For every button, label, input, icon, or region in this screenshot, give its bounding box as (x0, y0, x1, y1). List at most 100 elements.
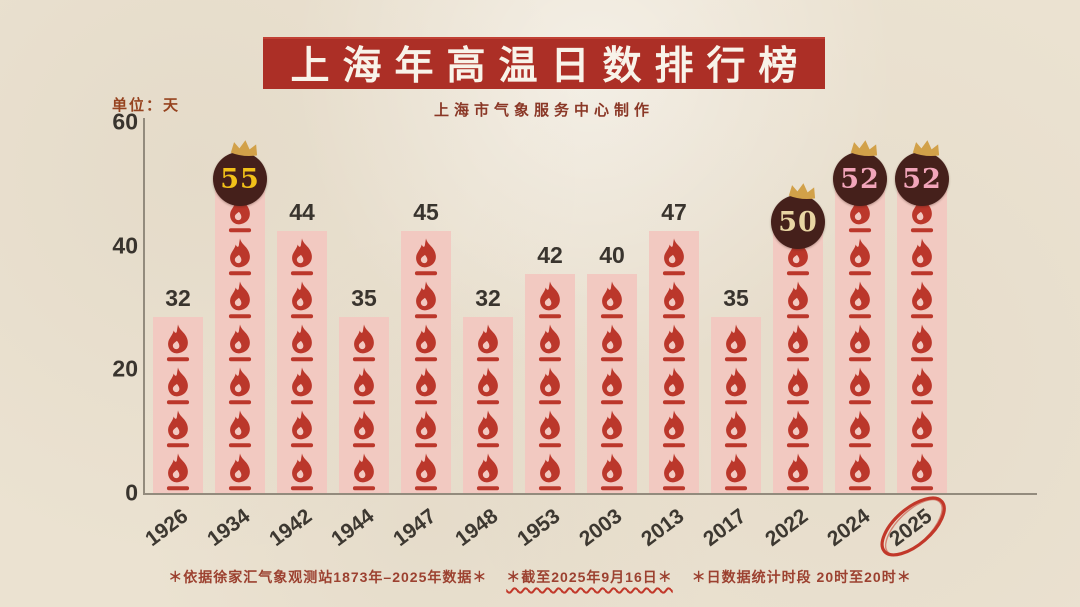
flame-icon (786, 237, 810, 275)
title-banner: 上海年高温日数排行榜 (263, 37, 825, 89)
crown-icon (788, 183, 816, 199)
flame-cell (835, 192, 885, 235)
flame-icon (228, 280, 252, 318)
flame-cell (711, 364, 761, 407)
flame-icon (600, 323, 624, 361)
flame-icon (662, 237, 686, 275)
flame-icon (786, 366, 810, 404)
flame-icon (414, 237, 438, 275)
flame-icon (414, 323, 438, 361)
bar-2022 (773, 231, 823, 493)
flame-cell (463, 321, 513, 364)
flame-icon (848, 280, 872, 318)
flame-cell (215, 364, 265, 407)
y-tick-60: 60 (112, 108, 138, 135)
flame-cell (587, 364, 637, 407)
value-label-1953: 42 (537, 242, 563, 268)
flame-icon (786, 280, 810, 318)
page-title: 上海年高温日数排行榜 (290, 45, 811, 88)
flame-cell (835, 235, 885, 278)
flame-cell (525, 278, 575, 321)
crown-icon (912, 140, 940, 156)
flame-cell (401, 407, 451, 450)
flame-cell (153, 321, 203, 364)
flame-icon (724, 323, 748, 361)
flame-icon (786, 409, 810, 447)
bar-1926 (153, 317, 203, 493)
flame-icon (476, 366, 500, 404)
flame-cell (339, 321, 389, 364)
flame-icon (662, 409, 686, 447)
flame-cell (649, 321, 699, 364)
flame-icon (848, 194, 872, 232)
flame-cell (525, 364, 575, 407)
flame-icon (786, 452, 810, 490)
flame-icon (600, 366, 624, 404)
flame-cell (773, 450, 823, 493)
flame-icon (910, 194, 934, 232)
flame-cell (153, 364, 203, 407)
bar-1953 (525, 274, 575, 493)
flame-icon (228, 409, 252, 447)
flame-icon (166, 366, 190, 404)
badge-value: 55 (220, 163, 260, 195)
flame-cell (835, 450, 885, 493)
flame-cell (649, 235, 699, 278)
flame-cell (339, 364, 389, 407)
footnote-cutoff-date: ＊截至2025年9月16日＊ (506, 569, 673, 585)
flame-cell (649, 364, 699, 407)
flame-icon (724, 409, 748, 447)
year-label-2025: 2025 (826, 496, 947, 557)
flame-icon (414, 366, 438, 404)
flame-cell (153, 407, 203, 450)
flame-cell (525, 321, 575, 364)
flame-icon (600, 280, 624, 318)
flame-icon (476, 323, 500, 361)
crown-icon (850, 140, 878, 156)
bar-1947 (401, 231, 451, 493)
flame-icon (600, 452, 624, 490)
flame-cell (401, 235, 451, 278)
bar-2003 (587, 274, 637, 493)
flame-cell (773, 407, 823, 450)
flame-cell (153, 450, 203, 493)
flame-icon (848, 237, 872, 275)
flame-cell (835, 364, 885, 407)
flame-cell (835, 278, 885, 321)
flame-cell (525, 450, 575, 493)
value-label-2017: 35 (723, 285, 749, 311)
flame-icon (166, 409, 190, 447)
flame-icon (228, 323, 252, 361)
flame-icon (662, 323, 686, 361)
flame-cell (401, 278, 451, 321)
bar-1948 (463, 317, 513, 493)
bar-2017 (711, 317, 761, 493)
flame-icon (228, 366, 252, 404)
rank-badge-2022: 50 (771, 183, 825, 249)
bar-2024 (835, 188, 885, 493)
flame-cell (401, 321, 451, 364)
flame-icon (352, 366, 376, 404)
flame-cell (215, 450, 265, 493)
flame-cell (897, 364, 947, 407)
flame-icon (476, 452, 500, 490)
flame-icon (910, 237, 934, 275)
footnote-time-window: ＊日数据统计时段 20时至20时＊ (691, 569, 912, 585)
flame-icon (662, 366, 686, 404)
flame-icon (910, 409, 934, 447)
flame-icon (290, 323, 314, 361)
flame-cell (773, 278, 823, 321)
value-label-1948: 32 (475, 285, 501, 311)
flame-cell (215, 235, 265, 278)
flame-cell (401, 364, 451, 407)
flame-cell (587, 450, 637, 493)
flame-cell (277, 407, 327, 450)
value-label-2013: 47 (661, 199, 687, 225)
value-label-1947: 45 (413, 199, 439, 225)
flame-cell (463, 407, 513, 450)
footnotes: ＊依据徐家汇气象观测站1873年–2025年数据＊ ＊截至2025年9月16日＊… (0, 567, 1080, 587)
footnote-source: ＊依据徐家汇气象观测站1873年–2025年数据＊ (168, 569, 488, 585)
flame-cell (897, 321, 947, 364)
flame-cell (897, 450, 947, 493)
